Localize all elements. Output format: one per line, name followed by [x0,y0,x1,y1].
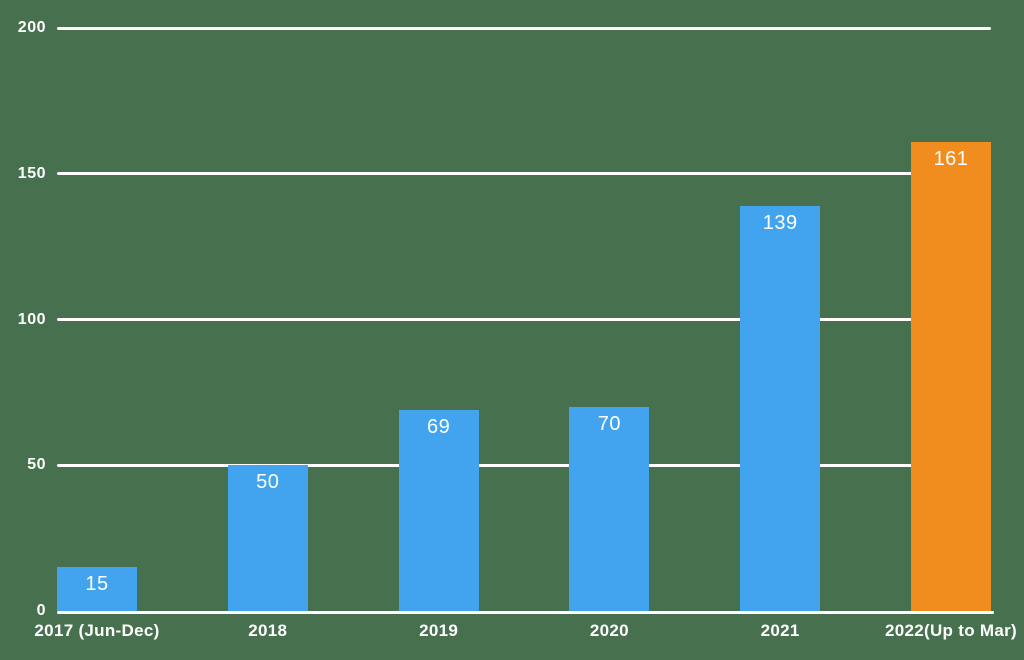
gridline-50 [57,463,991,467]
y-axis-tick-150: 150 [17,164,46,182]
bar-2018: 50 [227,465,308,611]
x-axis-tick-2021: 2021 [760,621,800,640]
x-axis-tick-2019: 2019 [419,621,459,640]
gridline-150 [57,172,991,176]
bar-value-2021: 139 [762,212,798,234]
y-axis-tick-50: 50 [27,456,46,474]
bar-2017-jun-dec: 15 [57,567,137,611]
y-axis-tick-200: 200 [17,19,46,36]
x-axis-tick-2018: 2018 [248,621,288,640]
gridline-200 [57,26,991,30]
bar-value-2018: 50 [256,471,280,493]
bar-value-2017-jun-dec: 15 [85,573,109,595]
x-axis-tick-2022-up-to-mar: 2022(Up to Mar) [884,621,1018,640]
bar-value-2019: 69 [426,416,451,438]
x-axis-line [57,611,994,614]
bar-value-2020: 70 [597,413,622,435]
bar-value-2022-up-to-mar: 161 [933,148,969,170]
bar-2019: 69 [398,410,479,611]
gridline-100 [57,318,991,321]
bar-2020: 70 [569,407,650,611]
bar-2022-up-to-mar: 161 [911,142,991,611]
x-axis-tick-2017-jun-dec: 2017 (Jun-Dec) [34,621,160,640]
x-axis-tick-2020: 2020 [589,621,629,640]
bar-2021: 139 [740,206,821,611]
y-axis-tick-0: 0 [36,602,46,619]
y-axis-tick-100: 100 [17,310,46,328]
